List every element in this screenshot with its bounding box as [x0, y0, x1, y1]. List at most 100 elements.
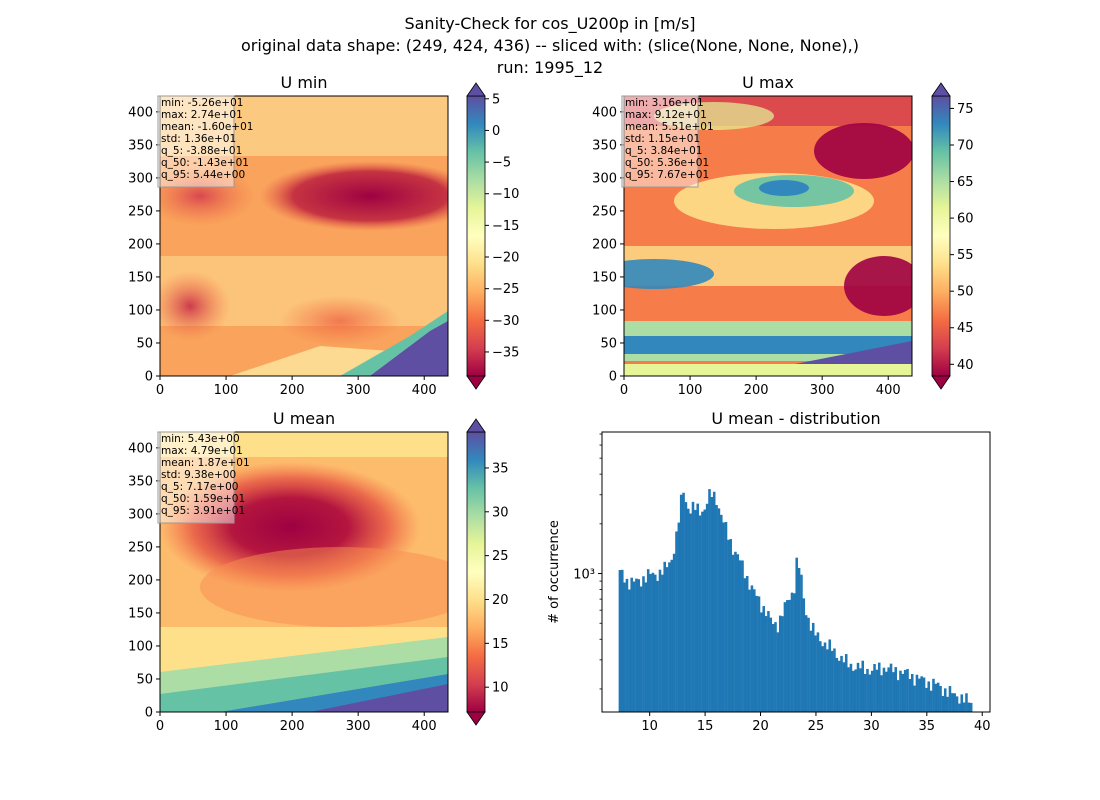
histogram-bar	[731, 554, 735, 712]
histogram-bar	[835, 657, 839, 712]
x-tick-label: 100	[214, 719, 239, 734]
histogram-bar	[842, 662, 846, 712]
histogram-bar	[854, 669, 857, 712]
histogram-bar	[745, 576, 749, 712]
y-tick-label: 300	[592, 171, 617, 186]
colorbar-extend-bottom	[466, 711, 486, 726]
field-jet-west	[624, 259, 714, 289]
colorbar-body	[466, 431, 486, 713]
axes-frame-umin	[159, 95, 449, 377]
stats-line: mean: -1.60e+01	[161, 121, 253, 133]
stats-line: std: 1.15e+01	[625, 133, 700, 145]
histogram-bar	[932, 678, 935, 712]
colorbar-tick-label: −30	[492, 314, 519, 329]
histogram-bar	[894, 667, 898, 712]
histogram-bar	[873, 663, 876, 712]
axes-frame-umax	[623, 95, 913, 377]
histogram-bar	[769, 617, 773, 712]
histogram-bar	[741, 560, 744, 712]
colorbar-tick-label: 20	[492, 593, 509, 608]
colorbar-tick-label: 5	[492, 92, 500, 107]
histogram-bar	[679, 494, 683, 712]
histogram-bar	[755, 595, 758, 712]
histogram-bar	[953, 693, 956, 712]
histogram-bar	[708, 489, 711, 712]
histogram-bar	[915, 674, 919, 712]
field-band-blue	[759, 180, 809, 196]
histogram-bar	[875, 669, 879, 712]
stats-box-bg	[621, 95, 699, 188]
histogram-frame	[601, 431, 991, 713]
histogram-panel: 10 15 20 25 30 35 40 10³	[573, 431, 991, 734]
histogram-bar	[887, 667, 890, 712]
x-tick-label: 0	[156, 719, 164, 734]
histogram-bar	[689, 513, 692, 712]
histogram-bar	[826, 649, 829, 712]
colorbar-tick-label: 75	[957, 102, 974, 117]
hist-y-tick-label: 10³	[573, 568, 595, 583]
histogram-bar	[849, 663, 853, 712]
histogram-bar	[816, 632, 820, 712]
histogram-bar	[748, 589, 751, 712]
stats-line: q_95: 3.91e+01	[161, 505, 245, 517]
histogram-bar	[811, 622, 815, 712]
histogram-bar	[661, 574, 664, 712]
colorbar-tick-label: 30	[492, 505, 509, 520]
histogram-bar	[639, 586, 643, 712]
histogram-bar	[710, 496, 714, 712]
stats-line: mean: 5.51e+01	[625, 121, 714, 133]
histogram-bar	[705, 503, 709, 712]
colorbar-tick-label: 65	[957, 175, 974, 190]
colorbar-tick-label: 50	[957, 285, 974, 300]
histogram-bar	[908, 679, 912, 712]
histogram-bar	[837, 660, 841, 712]
histogram-bar	[774, 622, 777, 712]
histogram-bar	[620, 569, 624, 712]
y-tick-label: 350	[128, 138, 153, 153]
colorbar-tick-label: −15	[492, 219, 519, 234]
panel-title-u-mean: U mean	[273, 409, 335, 428]
stats-box-bg	[157, 95, 235, 188]
colorbar-umean: 10 15 20 25 30 35	[466, 418, 509, 726]
histogram-bar	[866, 668, 869, 712]
histogram-bar	[720, 514, 723, 712]
colorbar-tick-label: 55	[957, 248, 974, 263]
y-tick-label: 200	[128, 237, 153, 252]
suptitle-line-1: Sanity-Check for cos_U200p in [m/s]	[404, 14, 695, 34]
stats-line: std: 1.36e+01	[161, 133, 236, 145]
colorbar-tick-label: −20	[492, 251, 519, 266]
colorbar-tick-label: 45	[957, 321, 974, 336]
histogram-bar	[753, 589, 756, 712]
y-tick-label: 400	[592, 105, 617, 120]
histogram-bar	[635, 578, 638, 712]
histogram-bar	[694, 509, 697, 712]
histogram-bar	[863, 673, 867, 712]
histogram-bar	[625, 578, 629, 712]
histogram-bar	[913, 685, 916, 712]
colorbar-tick-label: 35	[492, 461, 509, 476]
histogram-bar	[939, 685, 942, 712]
y-tick-label: 0	[145, 370, 153, 385]
hist-x-tick-label: 10	[641, 719, 658, 734]
histogram-bar	[672, 553, 676, 712]
colorbar-tick-label: 15	[492, 637, 509, 652]
x-tick-label: 0	[156, 383, 164, 398]
colorbar-umin: −35 −30 −25 −20 −15 −10 −5 0 5	[466, 82, 519, 390]
histogram-bar	[670, 559, 674, 712]
suptitle-line-3: run: 1995_12	[497, 58, 603, 78]
histogram-bar	[757, 596, 761, 712]
histogram-bar	[698, 515, 702, 712]
y-tick-label: 50	[600, 336, 617, 351]
colorbar-tick-label: 60	[957, 212, 974, 227]
histogram-bar	[800, 574, 803, 712]
colorbar-tick-label: 0	[492, 124, 500, 139]
histogram-bar	[920, 676, 923, 712]
histogram-bar	[724, 522, 728, 712]
heatmap-panel-umax: 0 100 200 300 400 0 50 100 150 200 250 300 350 400 min…	[592, 95, 913, 398]
histogram-bar	[861, 660, 865, 712]
histogram-bar	[696, 503, 699, 712]
histogram-bar	[762, 606, 765, 712]
stats-box-bg	[157, 431, 235, 524]
stats-line: std: 9.38e+00	[161, 469, 236, 481]
